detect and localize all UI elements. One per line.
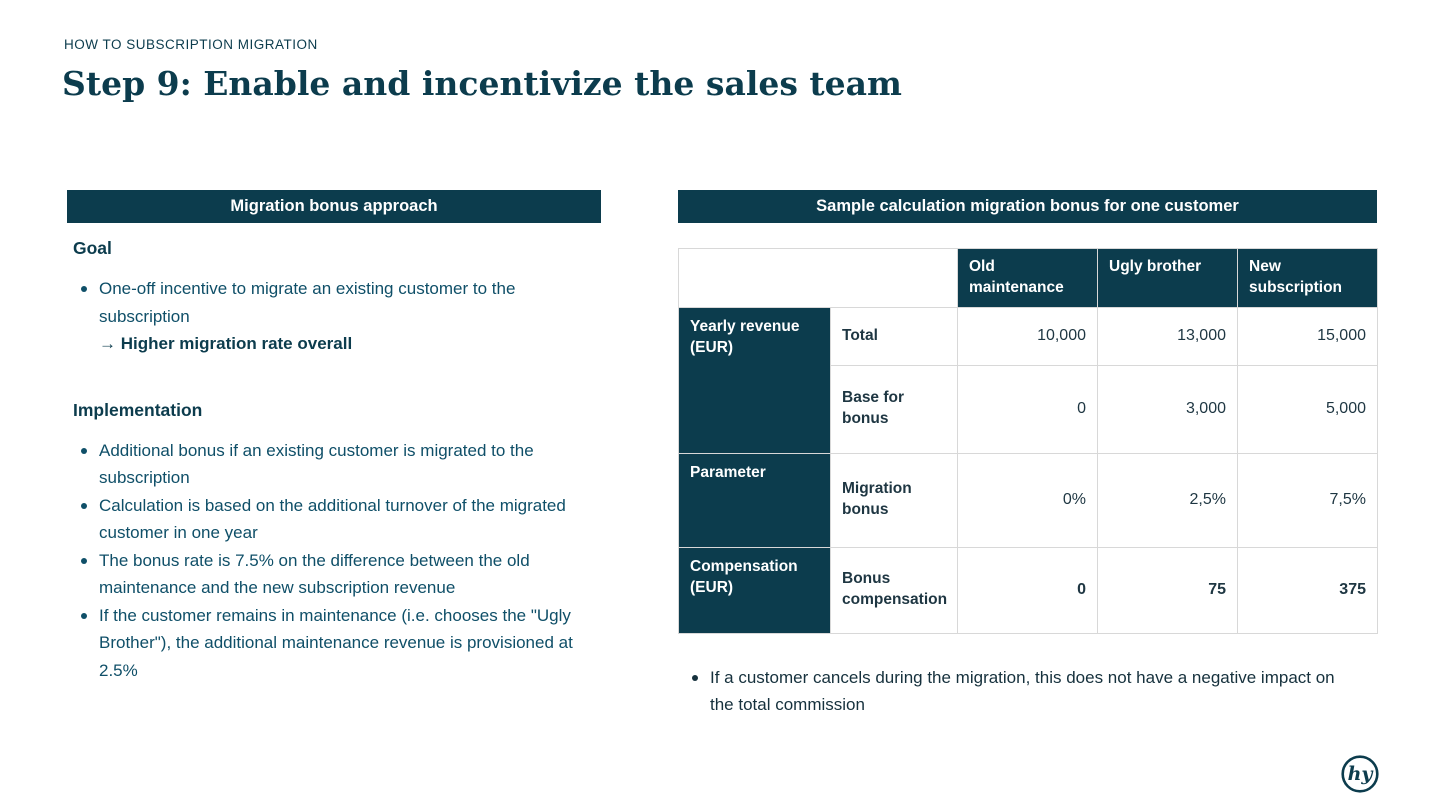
- table-row: Compensation (EUR) Bonus compensation 0 …: [678, 546, 1378, 634]
- page-title: Step 9: Enable and incentivize the sales…: [62, 64, 902, 103]
- row-group-compensation: Compensation (EUR): [678, 546, 831, 634]
- column-header-new-subscription: New subscription: [1237, 248, 1378, 308]
- table-row: Parameter Migration bonus 0% 2,5% 7,5%: [678, 452, 1378, 548]
- bullet-icon: [81, 286, 87, 292]
- row-group-parameter: Parameter: [678, 452, 831, 548]
- row-label-total: Total: [830, 306, 958, 366]
- list-item: Calculation is based on the additional t…: [67, 492, 601, 547]
- hy-logo: hy: [1340, 754, 1380, 794]
- goal-heading: Goal: [73, 238, 112, 258]
- hy-logo-icon: hy: [1341, 755, 1379, 793]
- cell-value: 375: [1237, 546, 1378, 634]
- implementation-bullet-text: If the customer remains in maintenance (…: [99, 605, 573, 680]
- right-panel-header: Sample calculation migration bonus for o…: [678, 190, 1377, 223]
- row-label-bonus-compensation: Bonus compensation: [830, 546, 958, 634]
- list-item: If the customer remains in maintenance (…: [67, 602, 601, 685]
- hy-logo-text: hy: [1348, 763, 1375, 785]
- goal-bullets: One-off incentive to migrate an existing…: [67, 275, 601, 358]
- implementation-bullet-text: The bonus rate is 7.5% on the difference…: [99, 550, 530, 598]
- cell-value: 0: [957, 364, 1098, 454]
- list-item: Additional bonus if an existing customer…: [67, 437, 601, 492]
- goal-arrow-note: → Higher migration rate overall: [99, 334, 353, 353]
- migration-bonus-panel: Migration bonus approach Goal One-off in…: [67, 190, 601, 684]
- implementation-bullet-text: Additional bonus if an existing customer…: [99, 440, 534, 488]
- table-header-row: Old maintenance Ugly brother New subscri…: [678, 248, 1378, 308]
- cell-value: 0%: [957, 452, 1098, 548]
- cell-value: 13,000: [1097, 306, 1238, 366]
- cell-value: 0: [957, 546, 1098, 634]
- left-panel-header: Migration bonus approach: [67, 190, 601, 223]
- slide-eyebrow: HOW TO SUBSCRIPTION MIGRATION: [64, 37, 318, 52]
- cell-value: 3,000: [1097, 364, 1238, 454]
- bullet-icon: [692, 674, 698, 681]
- row-label-base-for-bonus: Base for bonus: [830, 364, 958, 454]
- row-group-yearly-revenue: Yearly revenue (EUR): [678, 306, 831, 454]
- row-label-migration-bonus: Migration bonus: [830, 452, 958, 548]
- cell-value: 15,000: [1237, 306, 1378, 366]
- bullet-icon: [81, 447, 87, 454]
- bullet-icon: [81, 557, 87, 564]
- implementation-bullet-text: Calculation is based on the additional t…: [99, 495, 566, 543]
- calculation-table: Old maintenance Ugly brother New subscri…: [678, 248, 1378, 634]
- bullet-icon: [81, 502, 87, 509]
- list-item: The bonus rate is 7.5% on the difference…: [67, 547, 601, 602]
- cell-value: 7,5%: [1237, 452, 1378, 548]
- footnote-bullet: If a customer cancels during the migrati…: [678, 664, 1338, 718]
- implementation-heading: Implementation: [73, 399, 203, 420]
- implementation-bullets: Additional bonus if an existing customer…: [67, 437, 601, 685]
- table-corner-cell: [678, 248, 958, 308]
- goal-bullet-text: One-off incentive to migrate an existing…: [99, 279, 516, 326]
- table-row: Yearly revenue (EUR) Total 10,000 13,000…: [678, 306, 1378, 454]
- column-header-ugly-brother: Ugly brother: [1097, 248, 1238, 308]
- cell-value: 10,000: [957, 306, 1098, 366]
- table-row: Base for bonus 0 3,000 5,000: [679, 364, 1378, 454]
- sample-calculation-panel: Sample calculation migration bonus for o…: [678, 190, 1378, 718]
- cell-value: 5,000: [1237, 364, 1378, 454]
- bullet-icon: [81, 612, 87, 619]
- column-header-old-maintenance: Old maintenance: [957, 248, 1098, 308]
- cell-value: 2,5%: [1097, 452, 1238, 548]
- cell-value: 75: [1097, 546, 1238, 634]
- footnote-text: If a customer cancels during the migrati…: [710, 667, 1335, 714]
- list-item: One-off incentive to migrate an existing…: [67, 275, 601, 330]
